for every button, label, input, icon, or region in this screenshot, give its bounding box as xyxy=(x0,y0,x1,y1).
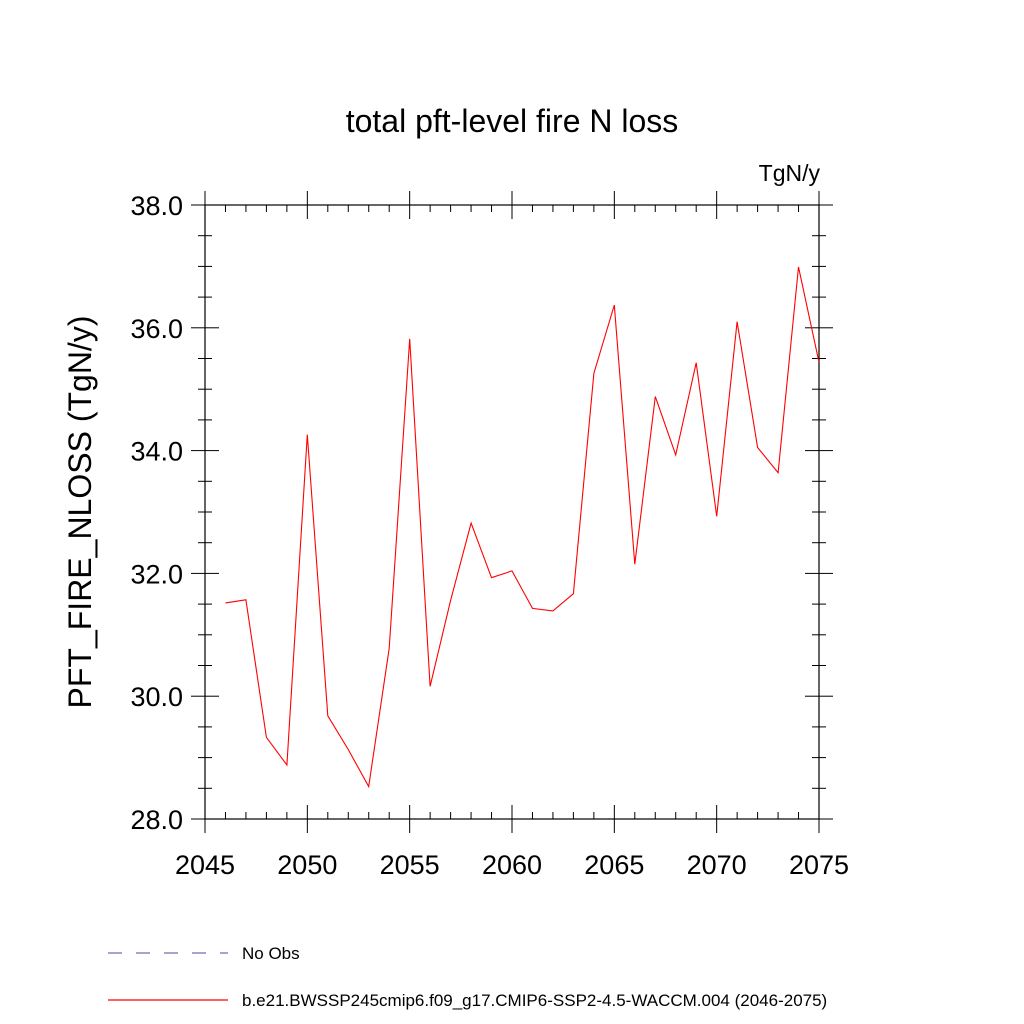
series-line-model xyxy=(225,266,820,789)
y-tick-label: 32.0 xyxy=(130,559,183,589)
legend: No Obs b.e21.BWSSP245cmip6.f09_g17.CMIP6… xyxy=(108,944,827,1010)
y-tick-label: 36.0 xyxy=(130,314,183,344)
plot-frame xyxy=(204,204,820,820)
units-label: TgN/y xyxy=(759,160,821,186)
y-tick-labels: 28.0 30.0 32.0 34.0 36.0 38.0 xyxy=(130,191,183,835)
series-layer xyxy=(225,266,820,789)
y-tick-label: 38.0 xyxy=(130,191,183,221)
y-axis-label: PFT_FIRE_NLOSS (TgN/y) xyxy=(62,316,98,709)
x-tick-label: 2070 xyxy=(687,850,747,880)
x-tick-label: 2045 xyxy=(175,850,235,880)
y-tick-label: 30.0 xyxy=(130,682,183,712)
x-tick-label: 2050 xyxy=(277,850,337,880)
legend-label-model: b.e21.BWSSP245cmip6.f09_g17.CMIP6-SSP2-4… xyxy=(242,991,827,1010)
legend-label-no-obs: No Obs xyxy=(242,944,300,963)
x-tick-label: 2065 xyxy=(584,850,644,880)
chart-title: total pft-level fire N loss xyxy=(346,103,679,139)
y-tick-marks xyxy=(191,204,833,820)
x-tick-labels: 2045 2050 2055 2060 2065 2070 2075 xyxy=(175,850,849,880)
x-tick-label: 2075 xyxy=(789,850,849,880)
y-tick-label: 34.0 xyxy=(130,437,183,467)
x-tick-label: 2060 xyxy=(482,850,542,880)
y-tick-label: 28.0 xyxy=(130,805,183,835)
x-tick-label: 2055 xyxy=(380,850,440,880)
x-tick-marks xyxy=(204,191,820,833)
